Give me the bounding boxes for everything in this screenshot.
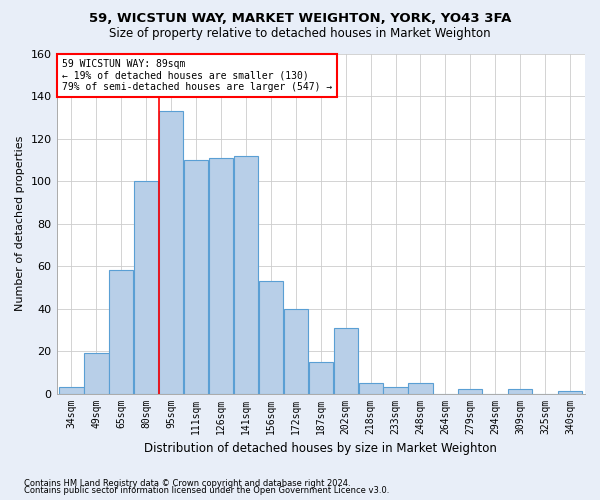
Bar <box>308 362 333 394</box>
Bar <box>109 270 133 394</box>
Bar <box>184 160 208 394</box>
Bar <box>85 353 109 394</box>
Bar <box>359 383 383 394</box>
Text: Size of property relative to detached houses in Market Weighton: Size of property relative to detached ho… <box>109 28 491 40</box>
X-axis label: Distribution of detached houses by size in Market Weighton: Distribution of detached houses by size … <box>145 442 497 455</box>
Bar <box>59 387 83 394</box>
Bar <box>234 156 258 394</box>
Bar <box>383 387 407 394</box>
Bar <box>558 392 582 394</box>
Bar <box>209 158 233 394</box>
Bar <box>334 328 358 394</box>
Text: Contains public sector information licensed under the Open Government Licence v3: Contains public sector information licen… <box>24 486 389 495</box>
Text: Contains HM Land Registry data © Crown copyright and database right 2024.: Contains HM Land Registry data © Crown c… <box>24 478 350 488</box>
Bar <box>259 281 283 394</box>
Y-axis label: Number of detached properties: Number of detached properties <box>15 136 25 312</box>
Bar <box>134 182 158 394</box>
Bar <box>508 390 532 394</box>
Bar <box>159 112 183 394</box>
Bar <box>458 390 482 394</box>
Bar <box>284 308 308 394</box>
Text: 59, WICSTUN WAY, MARKET WEIGHTON, YORK, YO43 3FA: 59, WICSTUN WAY, MARKET WEIGHTON, YORK, … <box>89 12 511 26</box>
Text: 59 WICSTUN WAY: 89sqm
← 19% of detached houses are smaller (130)
79% of semi-det: 59 WICSTUN WAY: 89sqm ← 19% of detached … <box>62 59 332 92</box>
Bar <box>409 383 433 394</box>
